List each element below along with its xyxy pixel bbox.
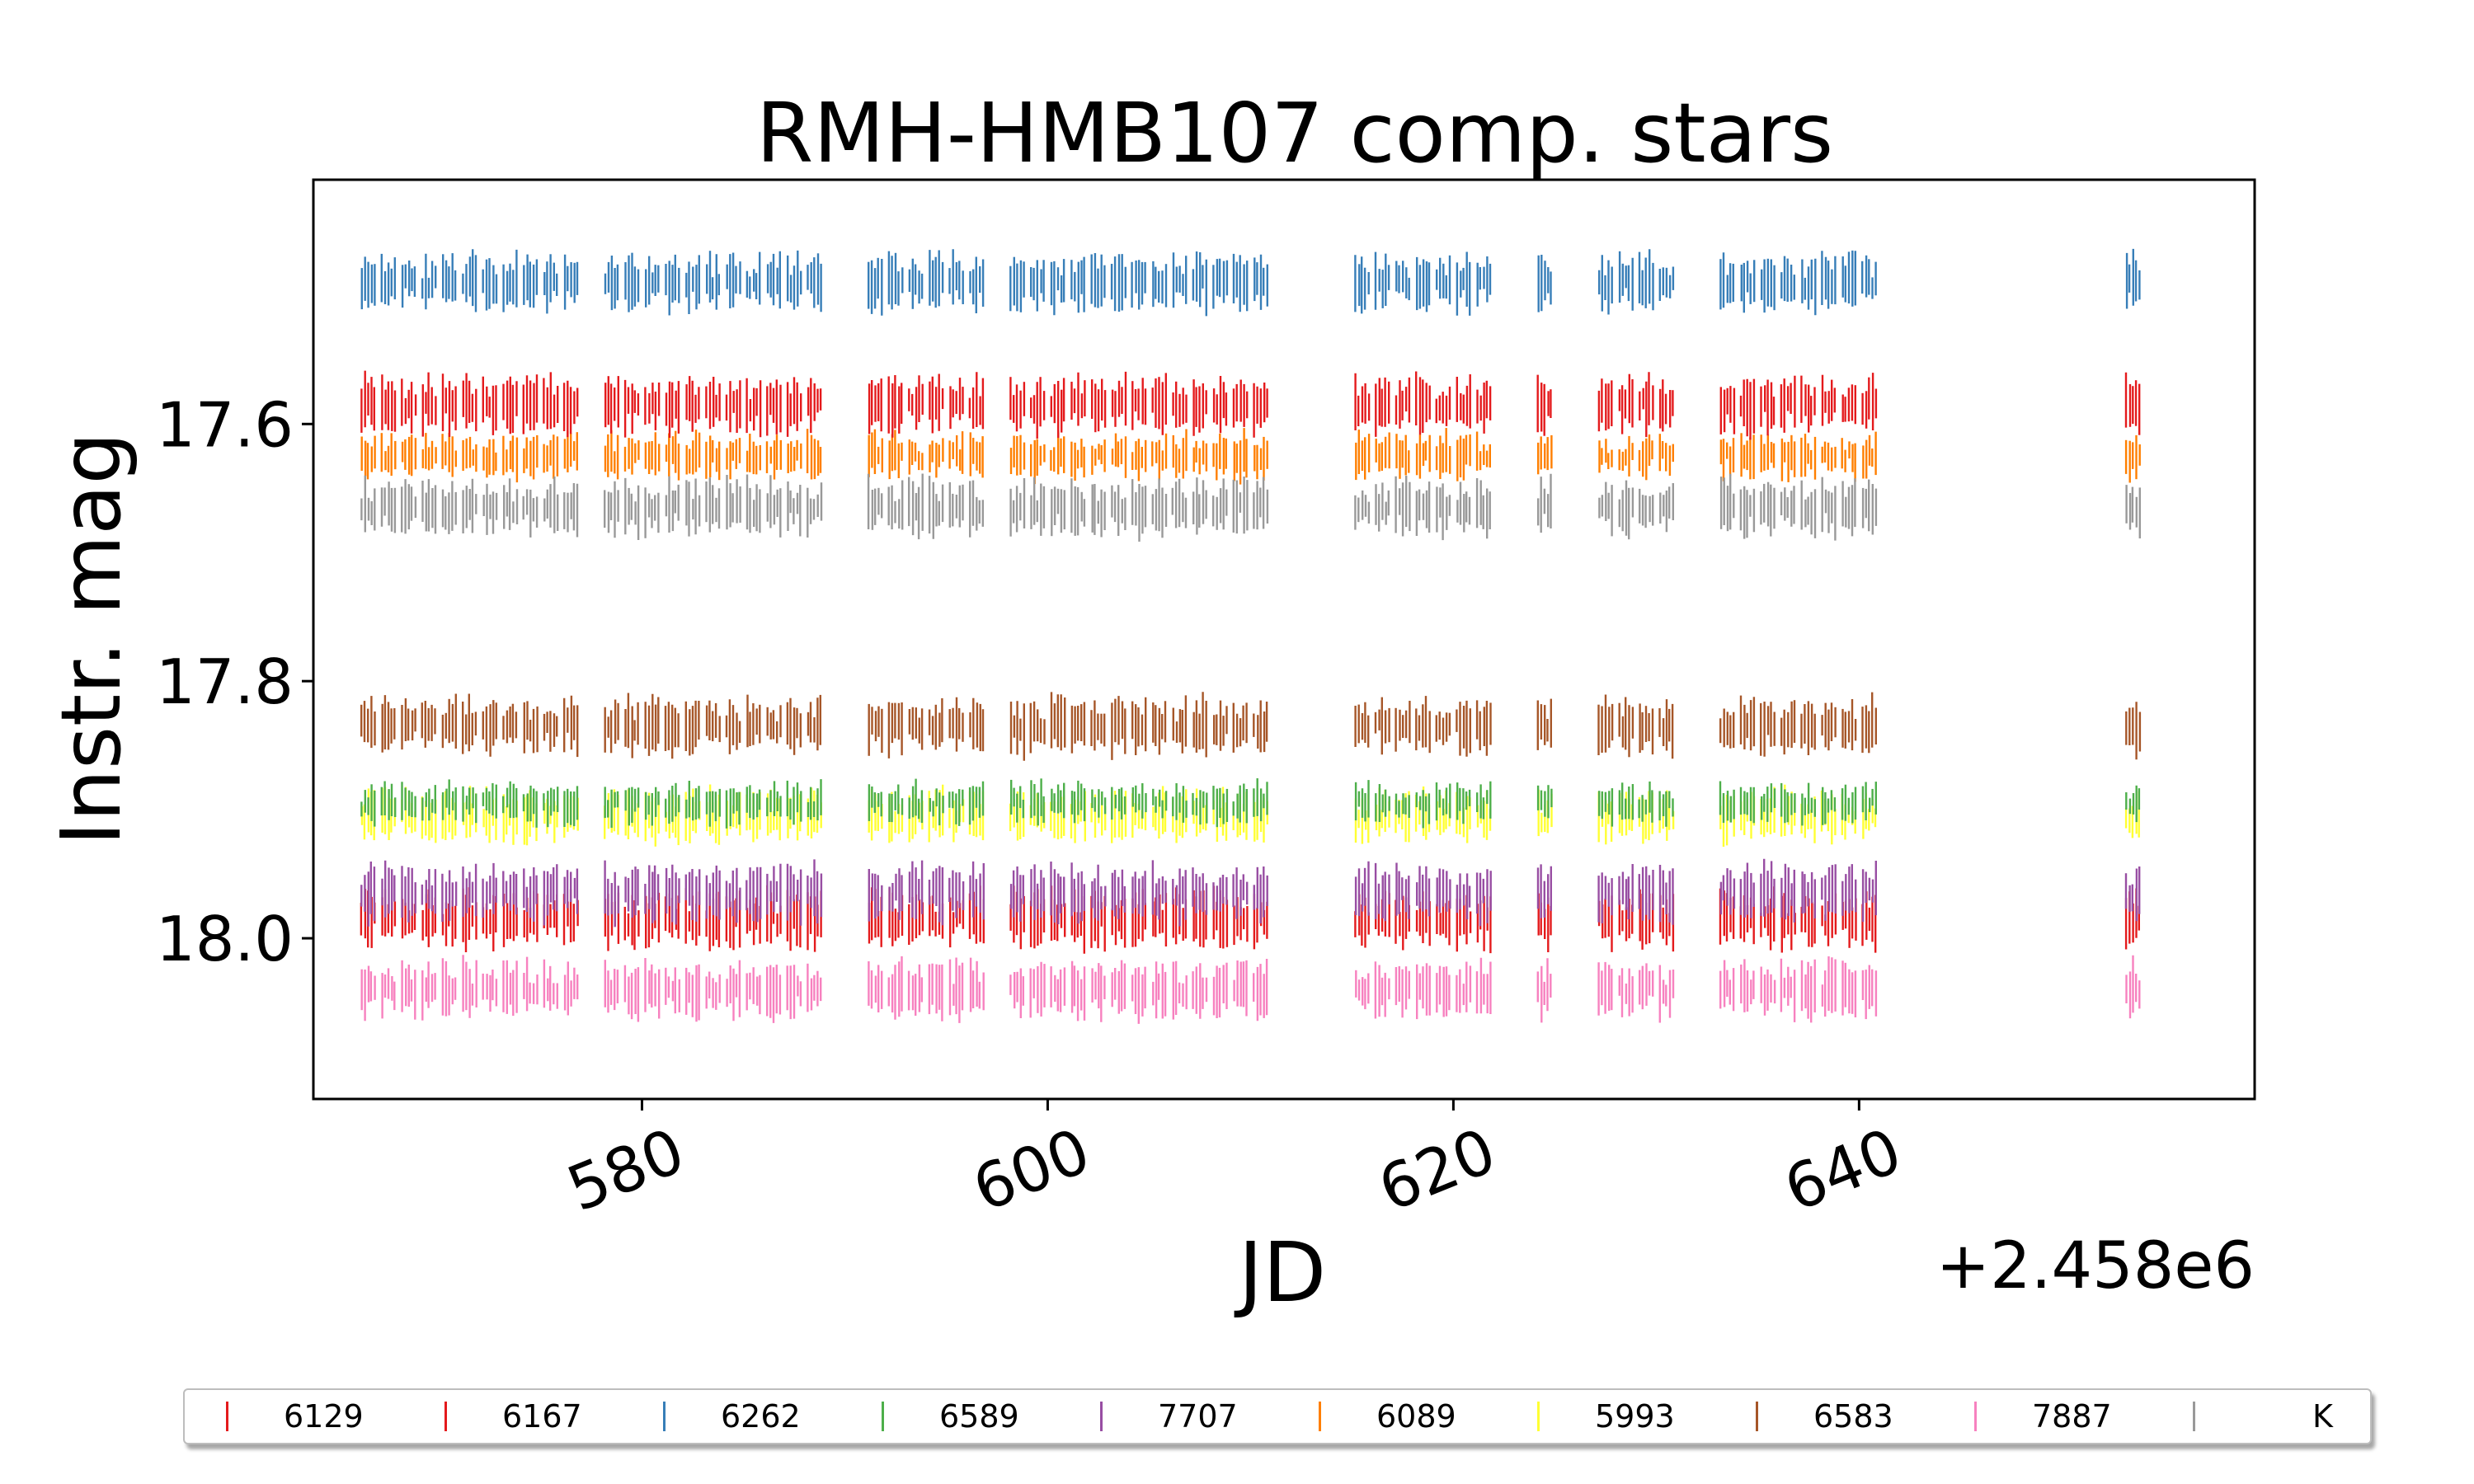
legend-marker — [663, 1402, 666, 1431]
legend-item-7707: 7707 — [1059, 1390, 1277, 1443]
y-tick-label: 18.0 — [156, 903, 294, 975]
data-marks — [360, 248, 2142, 1024]
legend-label: 7887 — [2032, 1398, 2112, 1435]
x-tick-label: 640 — [1775, 1114, 1912, 1225]
legend-label: 5993 — [1595, 1398, 1675, 1435]
y-axis-label: Instr. mag — [43, 432, 139, 846]
legend-marker — [1756, 1402, 1758, 1431]
legend-marker — [1100, 1402, 1103, 1431]
legend-item-6089: 6089 — [1277, 1390, 1496, 1443]
legend-item-6129: 6129 — [185, 1390, 403, 1443]
legend-label: 6583 — [1813, 1398, 1893, 1435]
x-axis-offset-label: +2.458e6 — [1936, 1229, 2255, 1303]
legend-item-5993: 5993 — [1496, 1390, 1714, 1443]
x-tick-label: 580 — [557, 1114, 694, 1225]
legend-label: 6262 — [721, 1398, 801, 1435]
y-tick-label: 17.8 — [156, 646, 294, 718]
legend-item-6167: 6167 — [403, 1390, 622, 1443]
x-axis-label: JD — [1234, 1224, 1327, 1321]
chart-legend: 6129 6167 6262 6589 7707 6089 5993 6583 7887 K — [183, 1388, 2372, 1444]
legend-marker — [1974, 1402, 1977, 1431]
legend-item-K: K — [2152, 1390, 2370, 1443]
legend-label: 6089 — [1376, 1398, 1456, 1435]
legend-item-6589: 6589 — [840, 1390, 1059, 1443]
legend-label: K — [2312, 1398, 2333, 1435]
plot-area-frame — [312, 178, 2256, 1101]
legend-marker — [2193, 1402, 2195, 1431]
chart-title: RMH-HMB107 comp. stars — [756, 85, 1833, 181]
legend-marker — [1537, 1402, 1540, 1431]
x-axis-ticks: 580 600 620 640 — [557, 1099, 1912, 1226]
legend-item-6262: 6262 — [622, 1390, 840, 1443]
legend-marker — [1319, 1402, 1321, 1431]
x-tick-label: 600 — [963, 1114, 1100, 1225]
legend-marker — [882, 1402, 884, 1431]
legend-label: 7707 — [1158, 1398, 1238, 1435]
legend-label: 6167 — [502, 1398, 582, 1435]
legend-item-6583: 6583 — [1714, 1390, 1933, 1443]
y-axis-ticks: 17.6 17.8 18.0 — [156, 388, 313, 975]
x-tick-label: 620 — [1369, 1114, 1506, 1225]
legend-marker — [444, 1402, 447, 1431]
legend-marker — [226, 1402, 228, 1431]
legend-label: 6589 — [939, 1398, 1019, 1435]
legend-item-7887: 7887 — [1933, 1390, 2152, 1443]
y-tick-label: 17.6 — [156, 388, 294, 461]
legend-label: 6129 — [284, 1398, 364, 1435]
